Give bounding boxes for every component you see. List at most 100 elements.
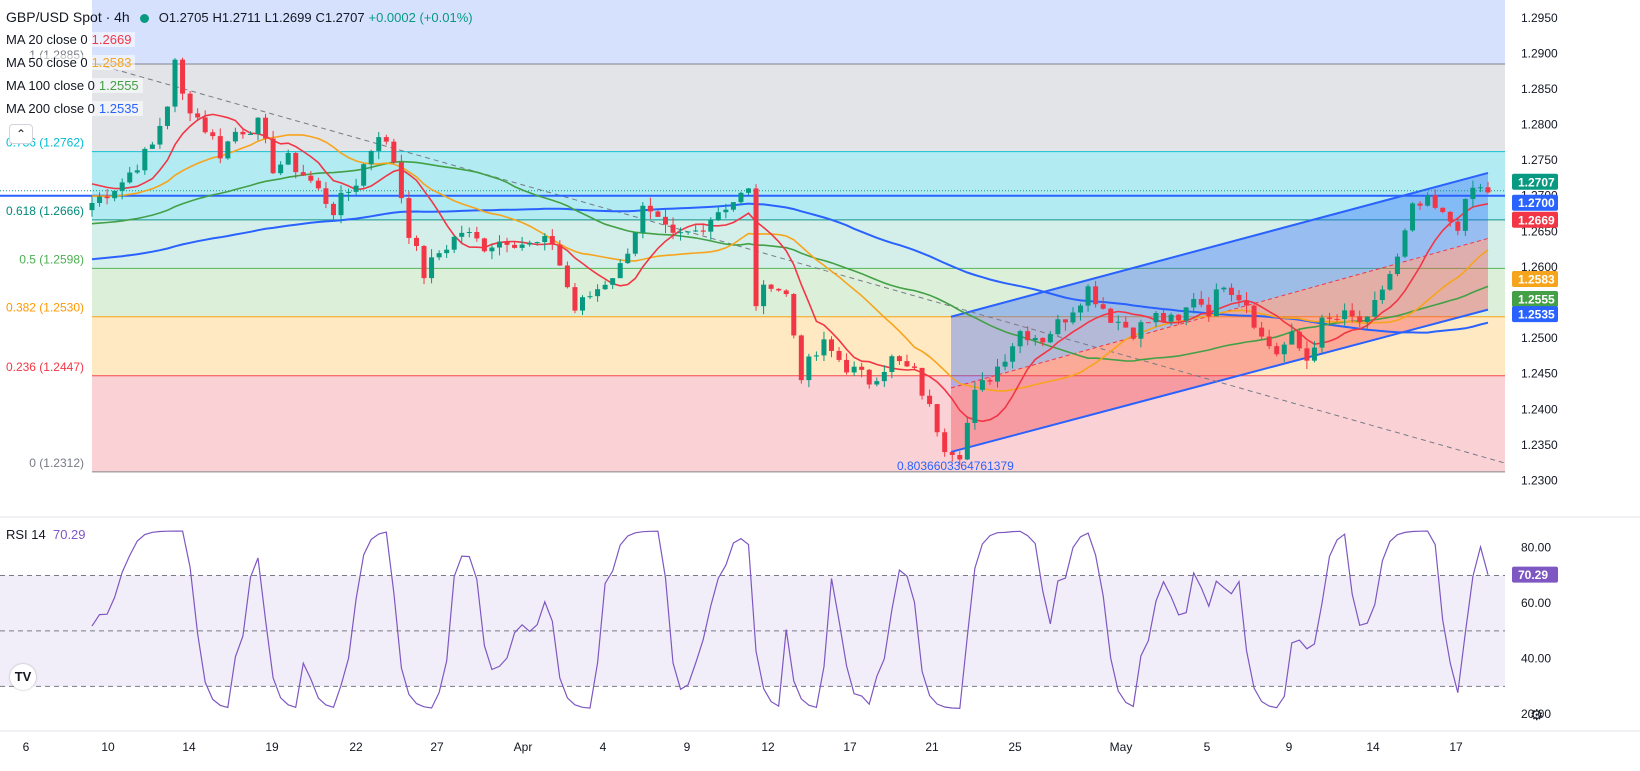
candle-body	[398, 162, 404, 199]
ma20-price-badge: 1.2669	[1518, 213, 1555, 227]
candle-body	[1311, 347, 1317, 361]
candle	[1183, 307, 1189, 326]
price-tick-label: 1.2400	[1521, 402, 1558, 416]
candle-body	[255, 117, 261, 134]
candle	[240, 128, 246, 139]
legend-ma100[interactable]: MA 100 close 0 1.2555	[2, 78, 143, 93]
candle-body	[353, 185, 359, 192]
candle-body	[142, 148, 148, 171]
candle	[180, 57, 186, 100]
candle	[829, 336, 835, 358]
ohlc-high: H1.2711	[212, 10, 261, 25]
candle-body	[1070, 312, 1076, 323]
tradingview-logo-icon[interactable]: TV	[10, 664, 36, 690]
candle	[957, 451, 963, 466]
candle-body	[813, 355, 819, 357]
candle-body	[678, 232, 684, 234]
rsi-label: RSI 14	[6, 527, 46, 542]
candle-body	[964, 422, 970, 460]
legend-ma20[interactable]: MA 20 close 0 1.2669	[2, 32, 136, 47]
dashed-trendline[interactable]	[95, 63, 1517, 467]
candle	[987, 377, 993, 385]
price-tick-label: 1.2450	[1521, 367, 1558, 381]
candle-body	[1296, 331, 1302, 349]
candle-body	[564, 265, 570, 288]
candle	[195, 108, 201, 121]
candle	[647, 197, 653, 219]
candle-body	[1161, 312, 1167, 322]
candle-body	[542, 236, 548, 243]
candle-body	[708, 219, 714, 232]
time-tick-label: 9	[684, 740, 691, 754]
channel-upper-line[interactable]	[950, 171, 1489, 318]
candle-body	[1130, 327, 1136, 339]
candle	[263, 113, 269, 144]
candle	[119, 178, 125, 200]
candle	[1470, 180, 1476, 208]
candle-body	[572, 287, 578, 311]
ohlc-change: +0.0002 (+0.01%)	[368, 10, 473, 25]
candle-body	[934, 404, 940, 433]
regression-channel[interactable]: 0.8036603364761379	[0, 63, 1517, 473]
candle-body	[270, 138, 276, 174]
candle	[142, 147, 148, 175]
candle-body	[647, 205, 653, 212]
candle-body	[866, 369, 872, 385]
candle-body	[1093, 286, 1099, 305]
legend-ma100-label: MA 100 close 0	[6, 78, 95, 93]
symbol-title[interactable]: GBP/USD Spot · 4h	[6, 9, 130, 25]
candle-body	[459, 232, 465, 237]
candle-body	[1244, 300, 1250, 306]
ma20-price-badge-bg	[1512, 211, 1558, 228]
candle-body	[391, 141, 397, 163]
gear-icon[interactable]: ⚙	[1530, 707, 1544, 724]
candle-body	[632, 232, 638, 254]
candle-body	[919, 367, 925, 396]
candle	[1296, 329, 1302, 352]
time-axis[interactable]: 6 10 14 19 22 27 Apr 4 9 12 17 21 25 May 5 9 14 17	[23, 740, 1463, 754]
candle-body	[670, 224, 676, 233]
candle-body	[1327, 317, 1333, 319]
candle	[504, 237, 510, 253]
candle-body	[1123, 321, 1129, 328]
ohlc-open: O1.2705	[158, 10, 209, 25]
candle-body	[368, 150, 374, 165]
candle-body	[534, 242, 540, 244]
candle	[1002, 354, 1008, 371]
price-tick-label: 1.2350	[1521, 438, 1558, 452]
rsi-tick-label: 40.00	[1521, 652, 1551, 666]
candle-body	[293, 153, 299, 173]
candle-body	[1183, 307, 1189, 321]
candle-body	[602, 284, 608, 290]
candle	[1244, 292, 1250, 314]
candle	[1228, 283, 1234, 302]
rsi-legend[interactable]: RSI 14 70.29	[6, 527, 86, 542]
candle-body	[783, 290, 789, 295]
candle	[89, 196, 95, 217]
collapse-legend-button[interactable]: ⌃	[9, 124, 33, 144]
legend-ma50[interactable]: MA 50 close 0 1.2583	[2, 55, 136, 70]
candle	[557, 240, 563, 266]
candle-body	[504, 241, 510, 245]
candle-body	[232, 131, 238, 142]
candle	[330, 201, 336, 221]
candle-body	[979, 380, 985, 390]
candle	[587, 291, 593, 300]
candle	[904, 354, 910, 367]
channel-lower-line[interactable]	[950, 308, 1489, 453]
candle-body	[1032, 337, 1038, 341]
candle	[1062, 319, 1068, 331]
candle-body	[1010, 346, 1016, 362]
candle	[632, 231, 638, 257]
candle	[715, 207, 721, 222]
candle-body	[134, 170, 140, 173]
rsi-pane[interactable]: 80.00 60.00 40.00 20.00 70.29	[0, 530, 1558, 721]
candle	[564, 261, 570, 289]
fib-label-2: 0.618 (1.2666)	[6, 204, 84, 218]
candle-body	[549, 236, 555, 245]
candle-body	[1372, 300, 1378, 317]
legend-ma200[interactable]: MA 200 close 0 1.2535	[2, 101, 143, 116]
